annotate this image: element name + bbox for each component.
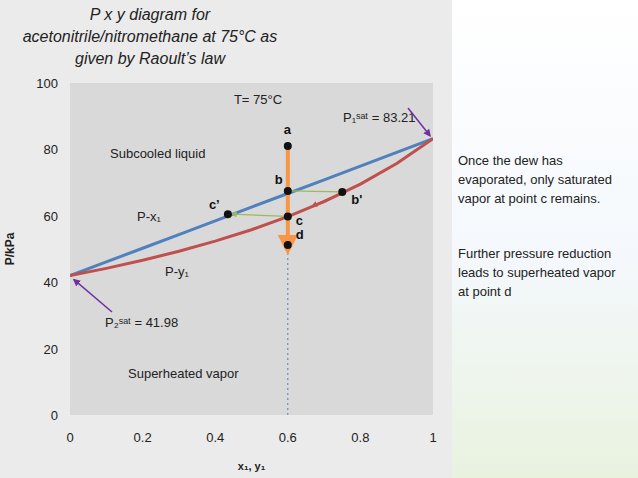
x-tick-label: 1 <box>429 430 436 445</box>
annotation: Superheated vapor <box>128 366 239 381</box>
point-label: b' <box>351 192 362 207</box>
annotation: Subcooled liquid <box>110 146 205 161</box>
state-point <box>284 187 292 195</box>
tie-line <box>232 214 288 216</box>
note-line: vapor at point c remains. <box>458 191 600 206</box>
pressure-arrow <box>286 146 290 251</box>
note-line: Further pressure reduction <box>458 246 611 261</box>
x-tick-label: 0 <box>66 430 73 445</box>
series-label: P-y₁ <box>165 264 190 279</box>
y-tick-label: 40 <box>44 275 58 290</box>
plot-area <box>70 83 433 415</box>
tie-line <box>288 190 342 192</box>
note-line: at point d <box>458 284 512 299</box>
note-line: leads to superheated vapor <box>458 265 616 280</box>
side-note: Once the dew has evaporated, only saturat… <box>458 153 612 206</box>
annotation: T= 75°C <box>234 92 282 107</box>
y-tick-label: 100 <box>36 76 58 91</box>
y-tick-label: 0 <box>51 408 58 423</box>
sat-arrow <box>74 280 112 312</box>
note-line: Once the dew has <box>458 153 563 168</box>
point-label: d <box>296 227 304 242</box>
state-point <box>284 142 292 150</box>
sat-arrow <box>408 108 430 136</box>
state-point <box>224 210 232 218</box>
note-line: evaporated, only saturated <box>458 172 612 187</box>
title-line: acetonitrile/nitromethane at 75°C as <box>23 28 278 45</box>
y-axis-title: P/kPa <box>3 232 17 265</box>
series-line <box>70 139 433 276</box>
title-line: given by Raoult’s law <box>75 50 226 67</box>
title-line: P x y diagram for <box>90 6 211 23</box>
point-label: c’ <box>209 197 220 212</box>
x-tick-label: 0.2 <box>134 430 152 445</box>
annotation: P₂ˢᵃᵗ = 41.98 <box>105 315 178 330</box>
point-label: b <box>275 172 283 187</box>
title: P x y diagram for acetonitrile/nitrometha… <box>23 6 278 67</box>
chart-area <box>0 0 452 478</box>
point-label: a <box>284 122 292 137</box>
x-tick-label: 0.4 <box>206 430 224 445</box>
path-arrow <box>312 198 330 206</box>
side-note: Further pressure reduction leads to super… <box>458 246 616 299</box>
x-tick-label: 0.8 <box>351 430 369 445</box>
chart-svg: P x y diagram for acetonitrile/nitrometha… <box>0 0 638 478</box>
state-point <box>284 212 292 220</box>
y-tick-label: 60 <box>44 209 58 224</box>
x-axis-title: x₁, y₁ <box>238 460 266 472</box>
x-tick-label: 0.6 <box>279 430 297 445</box>
series-label: P-x₁ <box>137 209 162 224</box>
annotation: P₁ˢᵃᵗ = 83.21 <box>343 110 416 125</box>
y-tick-label: 80 <box>44 142 58 157</box>
y-tick-label: 20 <box>44 342 58 357</box>
series-line <box>70 139 433 276</box>
isopleth-line <box>287 146 288 415</box>
state-point <box>338 188 346 196</box>
plot-marks <box>70 139 433 415</box>
state-point <box>284 241 292 249</box>
